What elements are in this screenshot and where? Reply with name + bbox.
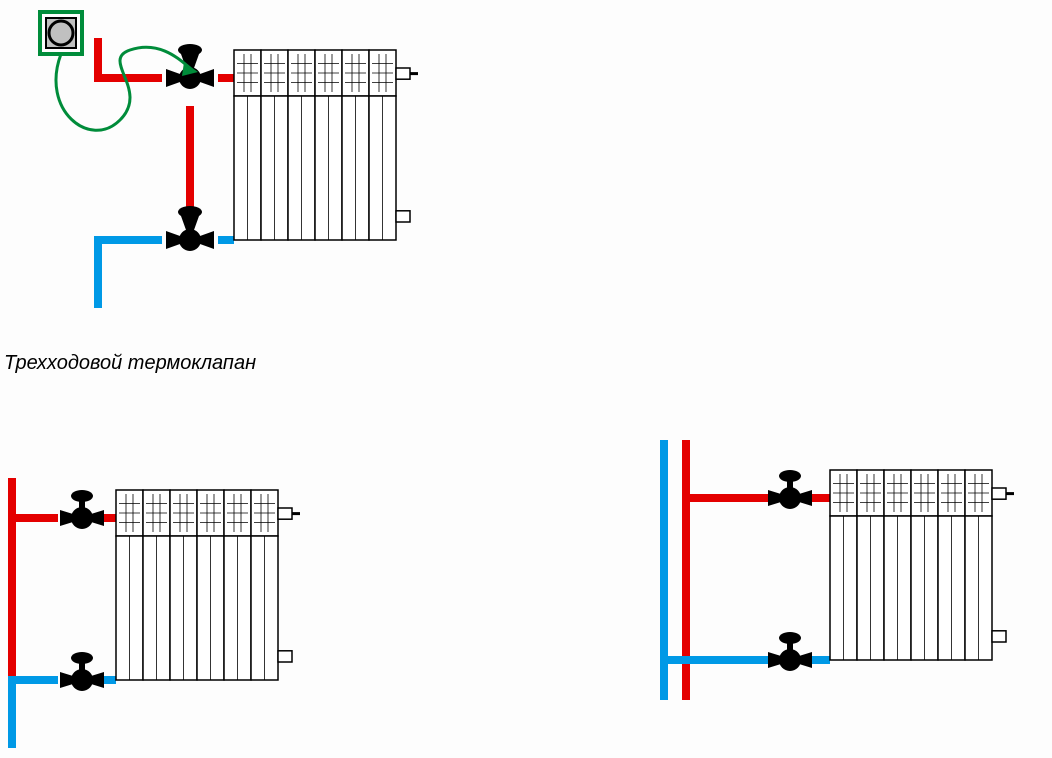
- scheme-top-three-way: [40, 12, 418, 308]
- heating-diagram: [0, 0, 1052, 758]
- scheme-bottom-left-bypass: [12, 478, 300, 748]
- scheme-bottom-right-twopipe: [664, 440, 1014, 700]
- caption-three-way: Трехходовой термоклапан: [4, 352, 256, 375]
